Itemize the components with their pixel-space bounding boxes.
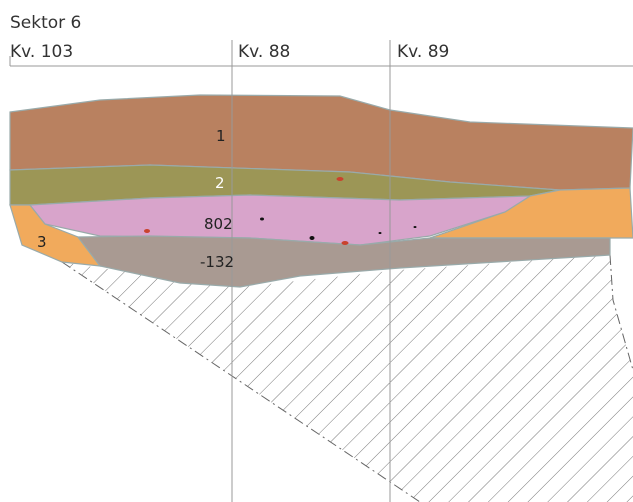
boundary bbox=[609, 254, 633, 371]
layer-label: 1 bbox=[216, 127, 226, 145]
inclusion bbox=[341, 241, 349, 245]
inclusion bbox=[260, 217, 264, 221]
column-label: Kv. 89 bbox=[397, 42, 449, 62]
layer-label: -132 bbox=[200, 253, 234, 271]
layer-label: 3 bbox=[37, 233, 47, 251]
inclusion bbox=[144, 229, 150, 233]
layer-label: 2 bbox=[215, 174, 225, 192]
hatched-area bbox=[62, 255, 633, 502]
layer-label: 802 bbox=[204, 215, 233, 233]
boundary bbox=[61, 261, 421, 502]
inclusion bbox=[336, 177, 344, 181]
layer-802 bbox=[28, 194, 533, 246]
title: Sektor 6 bbox=[10, 13, 81, 33]
inclusion bbox=[309, 236, 315, 240]
column-label: Kv. 103 bbox=[10, 42, 73, 62]
column-label: Kv. 88 bbox=[238, 42, 290, 62]
inclusion bbox=[413, 226, 417, 228]
inclusion bbox=[378, 232, 382, 234]
layer-132 bbox=[76, 235, 611, 288]
